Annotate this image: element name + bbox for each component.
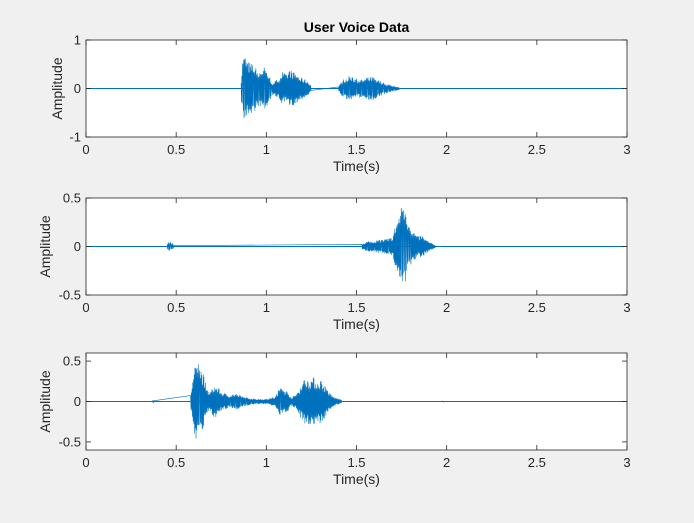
x-tick-label: 0.5 (167, 300, 185, 315)
x-tick-label: 3 (623, 455, 630, 470)
x-tick-label: 0 (82, 300, 89, 315)
y-axis-label: Amplitude (37, 370, 53, 432)
x-tick-label: 1 (263, 300, 270, 315)
y-axis-ticks: -0.5 0 0.5 (59, 191, 627, 303)
subplot-1: 0 0.5 1 1.5 2 2.5 3 -101 User Voice Data Time(… (49, 19, 631, 174)
x-axis-label: Time(s) (333, 158, 380, 174)
x-tick-label: 0.5 (167, 455, 185, 470)
x-tick-label: 2.5 (528, 455, 546, 470)
y-tick-label: 1 (74, 33, 81, 48)
x-axis-ticks: 0 0.5 1 1.5 2 2.5 3 (82, 198, 631, 315)
x-axis-label: Time(s) (333, 471, 380, 487)
y-tick-label: 0 (74, 81, 81, 96)
x-tick-label: 0 (82, 142, 89, 157)
x-tick-label: 3 (623, 300, 630, 315)
x-axis-ticks: 0 0.5 1 1.5 2 2.5 3 (82, 353, 631, 470)
y-tick-label: 0 (74, 239, 81, 254)
y-tick-label: -1 (69, 130, 81, 145)
x-tick-label: 2 (443, 300, 450, 315)
x-tick-label: 3 (623, 142, 630, 157)
x-tick-label: 0.5 (167, 142, 185, 157)
x-tick-label: 2.5 (528, 300, 546, 315)
x-axis-ticks: 0 0.5 1 1.5 2 2.5 3 (82, 40, 631, 157)
x-tick-label: 2 (443, 142, 450, 157)
y-tick-label: 0.5 (63, 354, 81, 369)
waveform (166, 207, 436, 282)
y-tick-label: 0 (74, 394, 81, 409)
x-tick-label: 2.5 (528, 142, 546, 157)
x-tick-label: 1.5 (347, 455, 365, 470)
y-axis-label: Amplitude (49, 57, 65, 119)
x-tick-label: 1.5 (347, 142, 365, 157)
x-tick-label: 1 (263, 455, 270, 470)
y-tick-label: 0.5 (63, 191, 81, 206)
waveform-line (166, 207, 436, 282)
y-tick-label: -0.5 (59, 434, 81, 449)
y-axis-label: Amplitude (37, 215, 53, 277)
x-tick-label: 1.5 (347, 300, 365, 315)
y-axis-ticks: -1 0 1 (69, 33, 627, 145)
subplot-3: 0 0.5 1 1.5 2 2.5 3 -0.500.5 Time(s) Amplitude (37, 352, 631, 487)
x-tick-label: 0 (82, 455, 89, 470)
x-tick-label: 1 (263, 142, 270, 157)
subplot-2: 0 0.5 1 1.5 2 2.5 3 -0.500.5 Time(s) Amplitude (37, 191, 631, 333)
x-tick-label: 2 (443, 455, 450, 470)
y-tick-label: -0.5 (59, 288, 81, 303)
chart-title: User Voice Data (304, 19, 410, 35)
y-axis-ticks: -0.5 0 0.5 (59, 354, 627, 449)
x-axis-label: Time(s) (333, 316, 380, 332)
